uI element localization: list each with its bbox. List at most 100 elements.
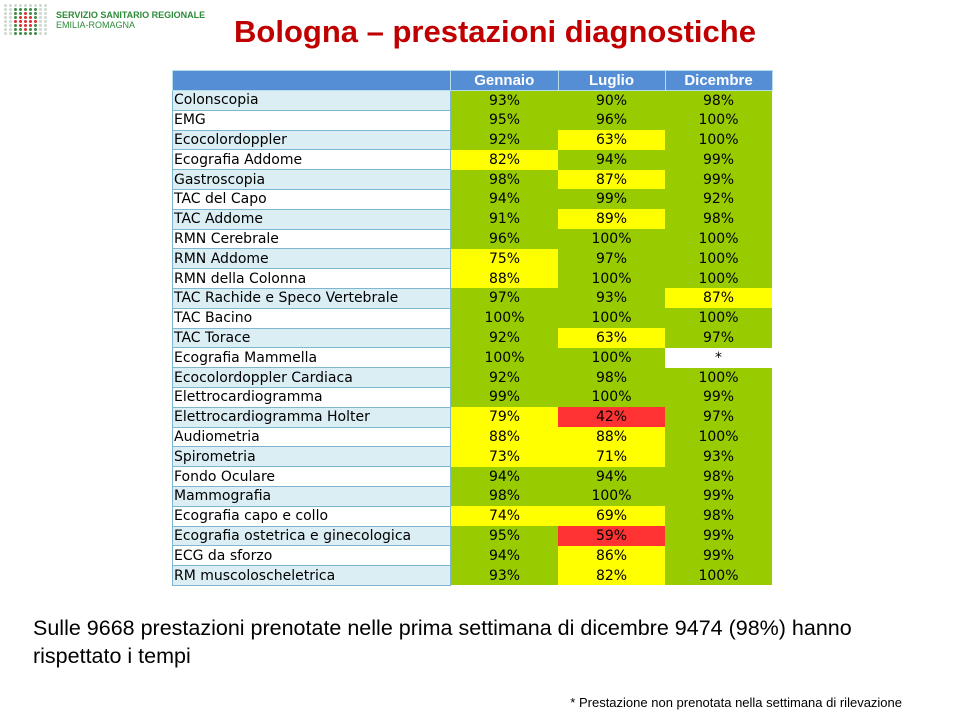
table-row: Ecografia ostetrica e ginecologica 95% 59%… bbox=[172, 526, 772, 547]
value-cell: 100% bbox=[665, 367, 772, 388]
table-row: RMN Addome 75% 97% 100% bbox=[172, 248, 772, 270]
value-cell: 94% bbox=[450, 545, 558, 566]
value-cell: 59% bbox=[558, 526, 665, 546]
header-luglio: Luglio bbox=[557, 70, 666, 91]
value-cell: 99% bbox=[665, 526, 772, 546]
row-label: Spirometria bbox=[172, 446, 451, 468]
row-label: RMN Cerebrale bbox=[172, 229, 451, 250]
value-cell: 88% bbox=[450, 427, 558, 447]
value-cell: 90% bbox=[558, 90, 665, 111]
value-cell: 98% bbox=[558, 367, 665, 388]
value-cell: 95% bbox=[450, 526, 558, 546]
table-row: Gastroscopia 98% 87% 99% bbox=[172, 169, 772, 190]
performance-table: Gennaio Luglio Dicembre Colonscopia 93% 90% 9… bbox=[172, 70, 773, 586]
value-cell: 82% bbox=[558, 565, 665, 586]
row-label: Ecocolordoppler bbox=[172, 130, 451, 151]
summary-text: Sulle 9668 prestazioni prenotate nelle p… bbox=[33, 616, 852, 668]
value-cell: 92% bbox=[450, 328, 558, 348]
value-cell: 97% bbox=[665, 407, 772, 428]
value-cell: 96% bbox=[558, 110, 665, 131]
value-cell: 63% bbox=[558, 328, 665, 348]
row-label: Fondo Oculare bbox=[172, 466, 451, 487]
value-cell: 99% bbox=[665, 169, 772, 190]
row-label: Mammografia bbox=[172, 486, 451, 507]
table-row: Ecografia capo e collo 74% 69% 98% bbox=[172, 506, 772, 527]
value-cell: 100% bbox=[665, 268, 772, 289]
value-cell: * bbox=[665, 347, 772, 368]
table-row: TAC Bacino 100% 100% 100% bbox=[172, 308, 772, 329]
table-row: Colonscopia 93% 90% 98% bbox=[172, 90, 772, 111]
table-row: TAC Rachide e Speco Vertebrale 97% 93% 87% bbox=[172, 288, 772, 309]
footnote: * Prestazione non prenotata nella settim… bbox=[570, 695, 902, 710]
value-cell: 82% bbox=[450, 149, 558, 170]
value-cell: 94% bbox=[450, 189, 558, 210]
row-label: Audiometria bbox=[172, 427, 451, 448]
value-cell: 86% bbox=[558, 545, 665, 566]
table-row: Elettrocardiogramma Holter 79% 42% 97% bbox=[172, 407, 772, 428]
table-row: Ecocolordoppler 92% 63% 100% bbox=[172, 130, 772, 151]
row-label: Ecografia Mammella bbox=[172, 347, 451, 369]
row-label: EMG bbox=[172, 110, 451, 131]
value-cell: 74% bbox=[450, 506, 558, 527]
value-cell: 75% bbox=[450, 248, 558, 269]
row-label: TAC Addome bbox=[172, 209, 451, 230]
value-cell: 100% bbox=[665, 110, 772, 131]
value-cell: 98% bbox=[665, 90, 772, 111]
table-row: RM muscoloscheletrica 93% 82% 100% bbox=[172, 565, 772, 586]
value-cell: 93% bbox=[450, 565, 558, 586]
value-cell: 99% bbox=[450, 387, 558, 408]
value-cell: 100% bbox=[665, 229, 772, 249]
row-label: Elettrocardiogramma bbox=[172, 387, 451, 408]
table-row: Ecografia Mammella 100% 100% * bbox=[172, 347, 772, 369]
logo-line2: EMILIA-ROMAGNA bbox=[56, 19, 136, 30]
value-cell: 100% bbox=[665, 427, 772, 447]
value-cell: 91% bbox=[450, 209, 558, 230]
value-cell: 93% bbox=[558, 288, 665, 309]
value-cell: 97% bbox=[558, 248, 665, 269]
value-cell: 96% bbox=[450, 229, 558, 249]
value-cell: 97% bbox=[450, 288, 558, 309]
logo-line1: SERVIZIO SANITARIO REGIONALE bbox=[56, 9, 206, 20]
cross-logo-icon bbox=[4, 4, 48, 35]
row-label: RMN Addome bbox=[172, 248, 451, 270]
row-label: RMN della Colonna bbox=[172, 268, 451, 289]
row-label: RM muscoloscheletrica bbox=[172, 565, 451, 586]
table-row: Mammografia 98% 100% 99% bbox=[172, 486, 772, 507]
value-cell: 93% bbox=[665, 446, 772, 467]
value-cell: 100% bbox=[665, 248, 772, 269]
value-cell: 100% bbox=[558, 387, 665, 408]
value-cell: 99% bbox=[665, 387, 772, 408]
value-cell: 73% bbox=[450, 446, 558, 467]
table-row: Spirometria 73% 71% 93% bbox=[172, 446, 772, 468]
value-cell: 71% bbox=[558, 446, 665, 467]
value-cell: 79% bbox=[450, 407, 558, 428]
value-cell: 42% bbox=[558, 407, 665, 428]
value-cell: 92% bbox=[450, 130, 558, 150]
table-row: TAC Addome 91% 89% 98% bbox=[172, 209, 772, 230]
value-cell: 99% bbox=[665, 486, 772, 507]
table-row: Ecografia Addome 82% 94% 99% bbox=[172, 149, 772, 171]
value-cell: 98% bbox=[665, 506, 772, 527]
value-cell: 98% bbox=[450, 486, 558, 507]
value-cell: 98% bbox=[450, 169, 558, 190]
table-row: Elettrocardiogramma 99% 100% 99% bbox=[172, 387, 772, 408]
value-cell: 99% bbox=[665, 545, 772, 566]
row-label: Ecografia Addome bbox=[172, 149, 451, 171]
table-row: RMN della Colonna 88% 100% 100% bbox=[172, 268, 772, 289]
value-cell: 100% bbox=[450, 308, 558, 329]
value-cell: 100% bbox=[450, 347, 558, 368]
header-label-column bbox=[172, 70, 451, 91]
table-row: RMN Cerebrale 96% 100% 100% bbox=[172, 229, 772, 250]
value-cell: 93% bbox=[450, 90, 558, 111]
table-row: ECG da sforzo 94% 86% 99% bbox=[172, 545, 772, 567]
table-row: EMG 95% 96% 100% bbox=[172, 110, 772, 131]
value-cell: 100% bbox=[558, 347, 665, 368]
value-cell: 98% bbox=[665, 209, 772, 230]
row-label: Ecocolordoppler Cardiaca bbox=[172, 367, 451, 388]
table-row: Ecocolordoppler Cardiaca 92% 98% 100% bbox=[172, 367, 772, 388]
table-row: Fondo Oculare 94% 94% 98% bbox=[172, 466, 772, 487]
value-cell: 100% bbox=[558, 308, 665, 329]
value-cell: 100% bbox=[665, 565, 772, 586]
value-cell: 94% bbox=[558, 149, 665, 170]
row-label: Ecografia ostetrica e ginecologica bbox=[172, 526, 451, 547]
